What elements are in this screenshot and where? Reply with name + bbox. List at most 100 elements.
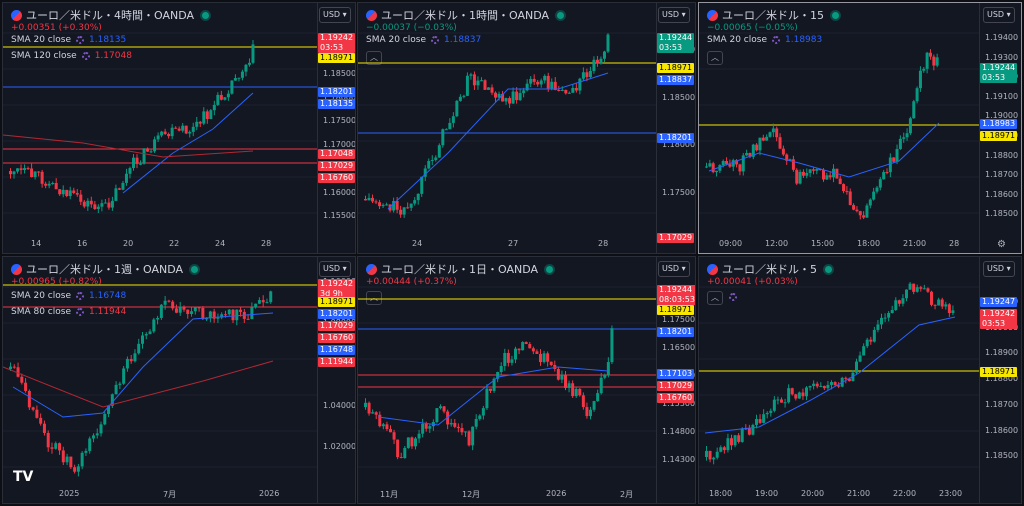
price-label-tag[interactable]: 1.18971 — [657, 305, 695, 315]
price-plot[interactable] — [699, 3, 979, 235]
symbol-title[interactable]: ユーロ／米ドル・1時間・OANDA — [366, 7, 565, 23]
sma-long-line[interactable] — [3, 134, 254, 158]
currency-select[interactable]: USD ▾ — [983, 261, 1015, 277]
price-label-tag[interactable]: 1.17048 — [318, 149, 355, 159]
candle-body — [26, 168, 30, 170]
price-label-tag[interactable]: 1.18971 — [318, 53, 355, 63]
price-plot[interactable] — [3, 3, 317, 235]
collapse-legend-button[interactable]: ︿ — [366, 291, 382, 305]
price-plot[interactable] — [358, 257, 656, 485]
price-axis[interactable] — [317, 3, 318, 253]
price-label-tag[interactable]: 1.19244 08:03:53 — [657, 285, 695, 305]
chart-settings-icon[interactable]: ⚙ — [997, 239, 1006, 250]
price-plot[interactable] — [358, 3, 656, 235]
sma-line[interactable] — [704, 316, 956, 434]
candle-body — [170, 127, 174, 137]
price-label-tag[interactable]: 1.19242 03:53 — [318, 33, 355, 53]
symbol-title[interactable]: ユーロ／米ドル・5 — [707, 261, 832, 277]
indicator-sma20[interactable]: SMA 20 close 1.18983 — [707, 35, 823, 45]
price-label-tag[interactable]: 1.11944 — [318, 357, 355, 367]
indicator-sma20[interactable]: SMA 20 close 1.18837 — [366, 35, 482, 45]
candle-body — [428, 426, 432, 429]
indicator-settings-icon[interactable] — [76, 292, 84, 300]
candle-body — [748, 152, 752, 157]
price-axis[interactable] — [317, 257, 318, 503]
price-label-tag[interactable]: 1.17103 — [657, 369, 695, 379]
price-label-tag[interactable]: 1.19244 03:53 — [980, 63, 1018, 83]
price-label-tag[interactable]: 1.19244 03:53 — [657, 33, 695, 53]
price-label-tag[interactable]: 1.18135 — [318, 99, 355, 109]
price-label-tag[interactable]: 1.18837 — [657, 75, 695, 85]
price-label-tag[interactable]: 1.19242 03:53 — [980, 309, 1018, 329]
sma-line[interactable] — [377, 366, 609, 426]
indicator-settings-icon[interactable] — [76, 308, 84, 316]
currency-select[interactable]: USD ▾ — [658, 261, 690, 277]
currency-select[interactable]: USD ▾ — [658, 7, 690, 23]
candle-body — [868, 199, 872, 206]
indicator-settings-icon[interactable] — [76, 36, 84, 44]
sma-line[interactable] — [122, 92, 254, 194]
indicator-sma20[interactable]: SMA 20 close 1.18135 — [11, 35, 127, 45]
price-label-tag[interactable]: 1.17029 — [318, 321, 355, 331]
chart-pane-4h[interactable]: ユーロ／米ドル・4時間・OANDA +0.00351 (+0.30%) SMA … — [2, 2, 356, 254]
indicator-sma80[interactable]: SMA 80 close 1.11944 — [11, 307, 127, 317]
price-label-tag[interactable]: 1.18971 — [318, 297, 355, 307]
indicator-settings-icon[interactable] — [772, 36, 780, 44]
candle-body — [364, 199, 367, 201]
price-label-tag[interactable]: 1.18201 — [657, 327, 695, 337]
symbol-title[interactable]: ユーロ／米ドル・1日・OANDA — [366, 261, 554, 277]
indicator-settings-icon[interactable] — [431, 36, 439, 44]
currency-select[interactable]: USD ▾ — [319, 261, 351, 277]
price-plot[interactable] — [699, 257, 979, 485]
price-label-tag[interactable]: 1.18983 — [980, 119, 1018, 129]
indicator-sma120[interactable]: SMA 120 close 1.17048 — [11, 51, 132, 61]
candle-body — [420, 176, 424, 194]
price-label-tag[interactable]: 1.17029 — [657, 233, 695, 243]
currency-select[interactable]: USD ▾ — [983, 7, 1015, 23]
price-label-tag[interactable]: 1.16748 — [318, 345, 355, 355]
price-label-tag[interactable]: 1.18971 — [657, 63, 695, 73]
sma-long-line[interactable] — [3, 360, 274, 408]
chart-pane-1w[interactable]: ユーロ／米ドル・1週・OANDA +0.00965 (+0.82%) SMA 2… — [2, 256, 356, 504]
chart-pane-1d[interactable]: ユーロ／米ドル・1日・OANDA +0.00444 (+0.37%) ︿ USD… — [357, 256, 696, 504]
price-axis[interactable] — [979, 3, 980, 253]
price-axis[interactable] — [979, 257, 980, 503]
collapse-legend-button[interactable]: ︿ — [707, 51, 723, 65]
collapse-legend-button[interactable]: ︿ — [707, 291, 723, 305]
price-tick-label: 1.15500 — [323, 211, 356, 221]
candle-body — [381, 204, 385, 207]
collapse-legend-button[interactable]: ︿ — [366, 51, 382, 65]
chart-pane-1h[interactable]: ユーロ／米ドル・1時間・OANDA −0.00037 (−0.03%) SMA … — [357, 2, 696, 254]
candle-body — [114, 384, 118, 395]
price-label-tag[interactable]: 1.17029 — [657, 381, 695, 391]
sma-line[interactable] — [708, 122, 940, 178]
sma-line[interactable] — [387, 72, 609, 210]
candle-body — [514, 348, 517, 360]
price-label-tag[interactable]: 1.19247 — [980, 297, 1018, 307]
indicator-sma20[interactable]: SMA 20 close 1.16748 — [11, 291, 127, 301]
price-label-tag[interactable]: 1.17029 — [318, 161, 355, 171]
chart-pane-5m[interactable]: ユーロ／米ドル・5 +0.00041 (+0.03%) ︿ USD ▾ 1.19… — [698, 256, 1022, 504]
price-label-tag[interactable]: 1.18971 — [980, 367, 1018, 377]
candle-body — [822, 169, 825, 180]
price-axis[interactable] — [656, 257, 657, 503]
price-label-tag[interactable]: 1.16760 — [657, 393, 695, 403]
indicator-settings-icon[interactable] — [81, 52, 90, 60]
sma-line[interactable] — [12, 312, 274, 418]
indicator-settings-icon[interactable] — [729, 293, 737, 301]
price-axis[interactable] — [656, 3, 657, 253]
price-label-tag[interactable]: 1.16760 — [318, 173, 355, 183]
chart-pane-15m[interactable]: ユーロ／米ドル・15 −0.00065 (−0.05%) SMA 20 clos… — [698, 2, 1022, 254]
price-label-tag[interactable]: 1.18201 — [318, 87, 355, 97]
price-label-tag[interactable]: 1.16760 — [318, 333, 355, 343]
price-plot[interactable] — [3, 257, 317, 485]
symbol-title[interactable]: ユーロ／米ドル・4時間・OANDA — [11, 7, 210, 23]
price-label-tag[interactable]: 1.18201 — [657, 133, 695, 143]
price-label-tag[interactable]: 1.18971 — [980, 131, 1018, 141]
symbol-title[interactable]: ユーロ／米ドル・1週・OANDA — [11, 261, 199, 277]
price-label-value: 1.17029 — [320, 321, 354, 330]
symbol-title[interactable]: ユーロ／米ドル・15 — [707, 7, 839, 23]
currency-select[interactable]: USD ▾ — [319, 7, 351, 23]
price-label-tag[interactable]: 1.19242 3d 9h — [318, 279, 355, 299]
price-label-tag[interactable]: 1.18201 — [318, 309, 355, 319]
